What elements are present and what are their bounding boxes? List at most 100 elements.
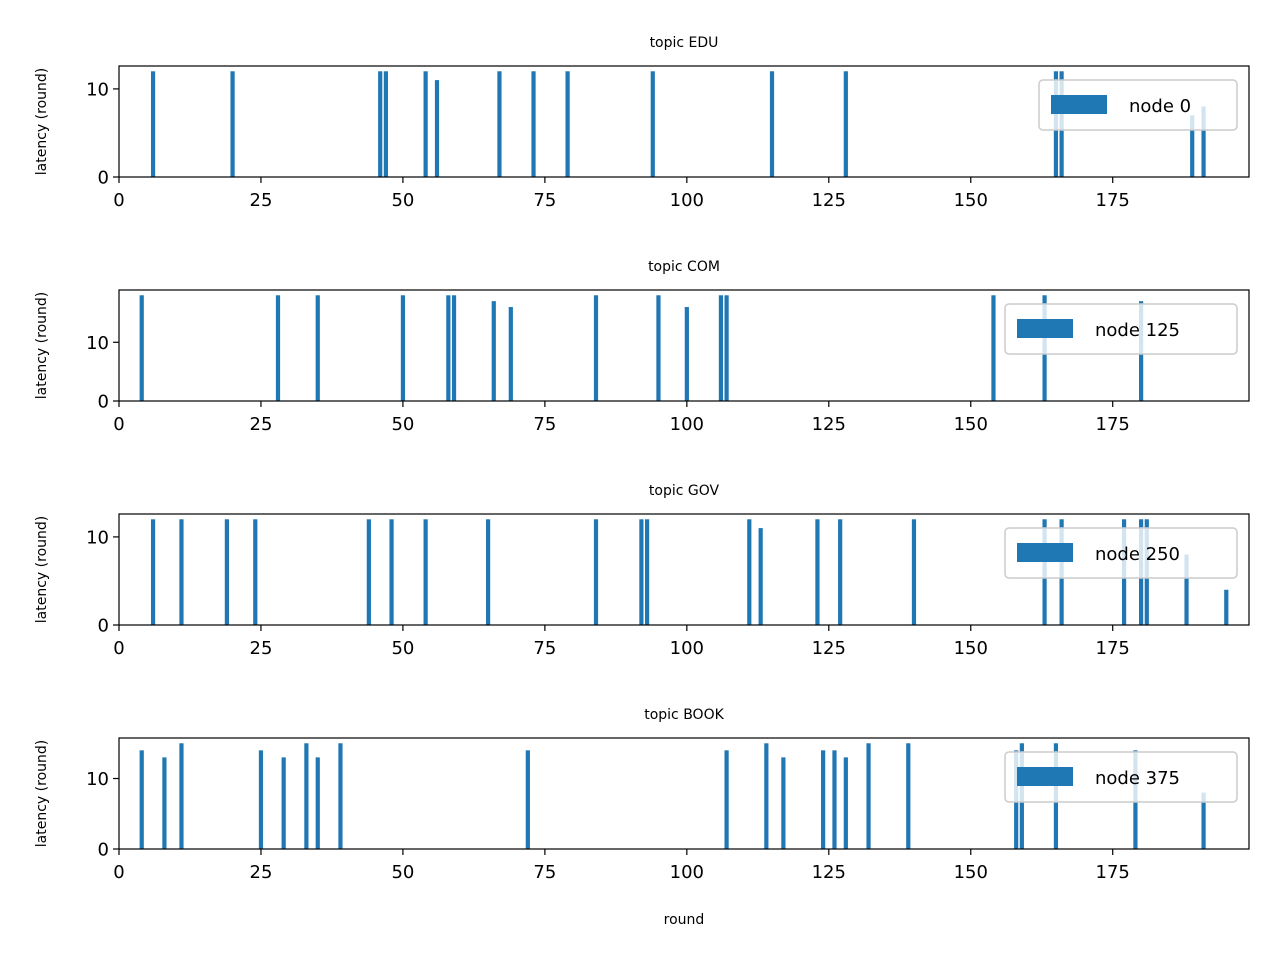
bar xyxy=(1201,106,1206,177)
bar xyxy=(747,519,752,625)
x-tick-label: 75 xyxy=(533,414,556,435)
x-tick-label: 0 xyxy=(113,190,124,211)
y-axis-label: latency (round) xyxy=(34,292,50,399)
x-tick-label: 175 xyxy=(1096,414,1130,435)
bar xyxy=(832,750,837,849)
bar xyxy=(781,757,786,849)
bar xyxy=(593,295,599,401)
x-tick-label: 100 xyxy=(670,190,704,211)
bar xyxy=(315,757,320,849)
bar xyxy=(150,519,156,625)
legend-swatch xyxy=(1051,95,1107,114)
bar xyxy=(486,519,491,625)
bar xyxy=(253,519,258,625)
x-tick-label: 75 xyxy=(533,638,556,659)
bar xyxy=(1184,554,1189,625)
bar xyxy=(911,519,917,625)
bar xyxy=(491,301,496,401)
bar xyxy=(656,295,661,401)
legend-swatch xyxy=(1017,767,1073,786)
x-tick-label: 25 xyxy=(250,862,273,883)
legend-box xyxy=(1004,751,1238,803)
legend-label: node 375 xyxy=(1095,768,1180,789)
y-tick-label: 10 xyxy=(86,527,109,548)
x-tick-label: 25 xyxy=(250,190,273,211)
bar xyxy=(275,295,281,401)
x-tick-label: 100 xyxy=(670,638,704,659)
x-tick-label: 25 xyxy=(250,638,273,659)
legend-box xyxy=(1038,79,1238,131)
x-tick-label: 50 xyxy=(391,414,414,435)
legend-label: node 125 xyxy=(1095,320,1180,341)
x-tick-label: 50 xyxy=(391,862,414,883)
x-tick-label: 50 xyxy=(391,638,414,659)
subplot-title: topic EDU xyxy=(650,35,719,51)
bar xyxy=(838,519,843,625)
bar xyxy=(843,757,848,849)
x-tick-label: 125 xyxy=(812,638,846,659)
y-axis-label: latency (round) xyxy=(34,740,50,847)
x-tick-label: 75 xyxy=(533,190,556,211)
x-tick-label: 175 xyxy=(1096,862,1130,883)
bar xyxy=(179,743,184,849)
x-tick-label: 100 xyxy=(670,414,704,435)
bar xyxy=(281,757,286,849)
legend-box xyxy=(1004,303,1238,355)
legend-swatch xyxy=(1017,319,1073,338)
bar xyxy=(366,519,371,625)
bar xyxy=(315,295,320,401)
legend-label: node 0 xyxy=(1129,96,1191,117)
bar xyxy=(378,71,383,177)
bar xyxy=(724,750,729,849)
bar xyxy=(815,519,820,625)
x-tick-label: 25 xyxy=(250,414,273,435)
subplot-gov: topic GOV latency (round) node 250 0 25 50 75 1… xyxy=(34,483,1250,659)
bar xyxy=(531,71,536,177)
bar xyxy=(593,519,599,625)
x-tick-label: 125 xyxy=(812,862,846,883)
bar xyxy=(497,71,502,177)
bar xyxy=(162,757,167,849)
x-tick-label: 0 xyxy=(113,862,124,883)
bar xyxy=(718,295,724,401)
x-tick-label: 150 xyxy=(954,862,988,883)
y-tick-label: 10 xyxy=(86,333,109,354)
bar xyxy=(400,295,406,401)
x-tick-label: 150 xyxy=(954,638,988,659)
bar xyxy=(866,743,871,849)
subplot-title: topic COM xyxy=(648,259,720,275)
bar xyxy=(644,519,650,625)
y-tick-label: 0 xyxy=(98,168,109,189)
bar xyxy=(446,295,451,401)
bar xyxy=(565,71,570,177)
subplot-title: topic GOV xyxy=(649,483,720,499)
bar xyxy=(423,71,428,177)
axes-frame xyxy=(118,513,1250,626)
bar xyxy=(389,519,394,625)
legend-label: node 250 xyxy=(1095,544,1180,565)
x-tick-label: 0 xyxy=(113,638,124,659)
y-axis-label: latency (round) xyxy=(34,516,50,623)
subplot-book: topic BOOK latency (round) node 375 0 25 50 75… xyxy=(34,707,1250,883)
subplot-com: topic COM latency (round) node 125 0 25 50 75 1… xyxy=(34,259,1250,435)
bar xyxy=(758,528,763,625)
bar xyxy=(451,295,457,401)
x-tick-label: 175 xyxy=(1096,638,1130,659)
bar xyxy=(525,750,530,849)
y-tick-label: 10 xyxy=(86,79,109,100)
bar xyxy=(639,519,644,625)
y-axis-label: latency (round) xyxy=(34,68,50,175)
bar xyxy=(304,743,309,849)
bar xyxy=(1224,589,1229,625)
x-tick-label: 50 xyxy=(391,190,414,211)
bar xyxy=(139,295,144,401)
x-tick-label: 150 xyxy=(954,190,988,211)
y-tick-label: 0 xyxy=(98,616,109,637)
bar xyxy=(150,71,156,177)
subplot-title: topic BOOK xyxy=(644,707,724,723)
bar xyxy=(139,750,144,849)
x-tick-label: 175 xyxy=(1096,190,1130,211)
axes-frame xyxy=(118,737,1250,850)
